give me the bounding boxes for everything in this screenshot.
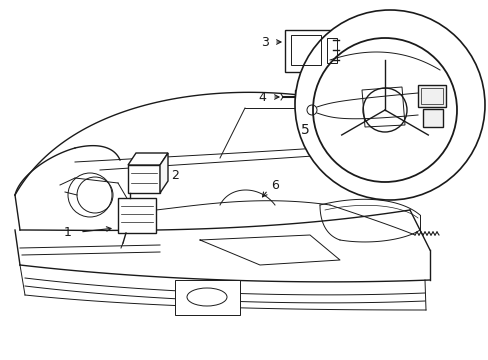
Polygon shape <box>128 153 168 165</box>
Polygon shape <box>160 153 168 193</box>
Text: 5: 5 <box>300 123 309 137</box>
Bar <box>290 35 320 65</box>
Text: 1: 1 <box>64 225 72 239</box>
Circle shape <box>294 10 484 200</box>
Bar <box>118 198 156 233</box>
Bar <box>175 280 240 315</box>
Bar <box>285 30 332 72</box>
Text: 4: 4 <box>258 90 265 104</box>
Bar <box>422 109 442 127</box>
Text: 2: 2 <box>171 168 179 181</box>
Text: 6: 6 <box>270 179 278 192</box>
Bar <box>294 90 316 104</box>
Bar <box>326 38 336 63</box>
Bar <box>417 85 445 107</box>
Text: 3: 3 <box>261 36 268 49</box>
Bar <box>128 165 160 193</box>
Bar <box>420 88 442 104</box>
